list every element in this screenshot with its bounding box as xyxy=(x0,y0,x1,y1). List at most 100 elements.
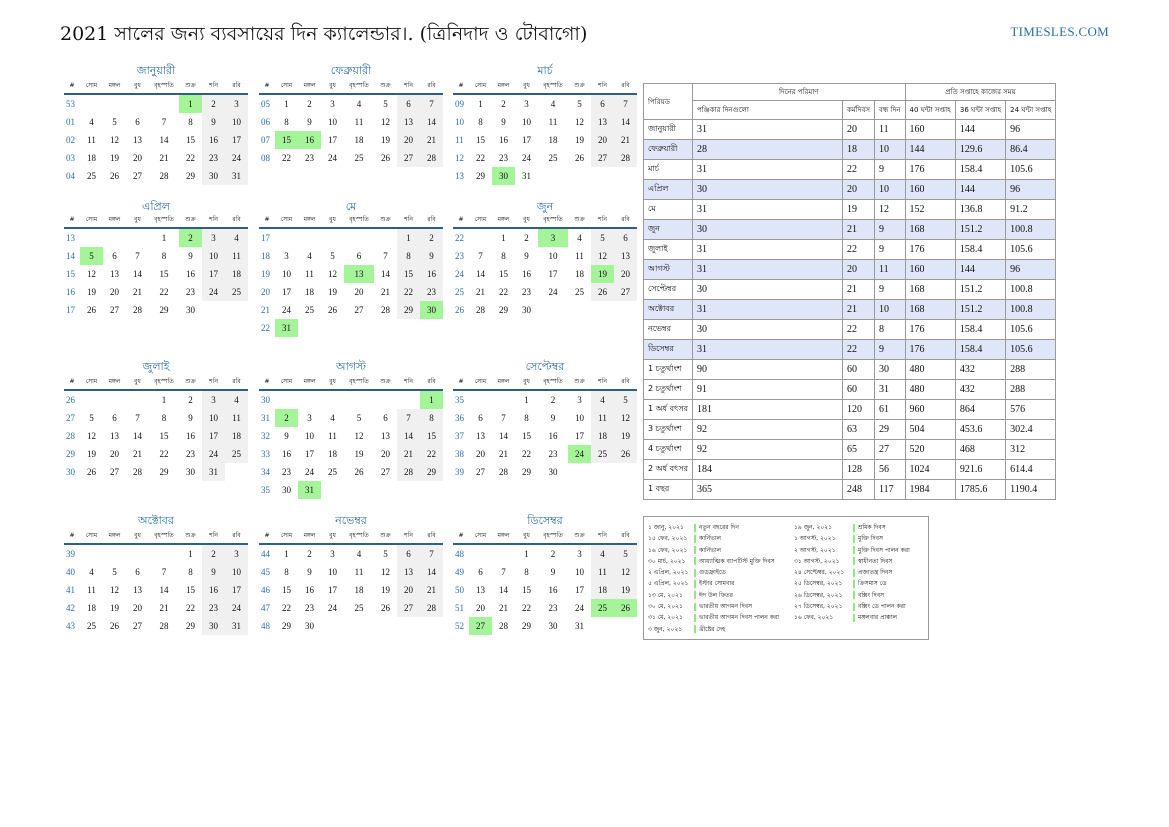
day-cell: 15 xyxy=(522,585,531,595)
day-cell: 6 xyxy=(135,567,140,577)
weekday-header: মঙ্গল xyxy=(492,528,515,545)
value-cell: 20 xyxy=(842,179,876,200)
day-cell: 28 xyxy=(499,621,508,631)
month-name: জুলাই xyxy=(142,360,170,373)
week-row: 37 13 14 15 16 17 18 19 xyxy=(453,427,637,445)
day-cell: 21 xyxy=(499,449,508,459)
weekday-header: শনি xyxy=(591,528,614,545)
day-cell: 9 xyxy=(188,413,193,423)
week-row: 11 15 16 17 18 19 20 21 xyxy=(453,131,637,149)
day-cell: 1 xyxy=(478,99,483,109)
value-cell: 432 xyxy=(954,359,1007,380)
legend-date: ২৪ সেপ্টেম্বর, ২০২১ xyxy=(794,569,845,577)
day-cell: 18 xyxy=(328,449,337,459)
value-cell: 28 xyxy=(692,139,844,160)
day-cell: 15 xyxy=(159,431,169,441)
weekday-header: রবি xyxy=(420,374,443,391)
day-cell: 28 xyxy=(159,621,169,631)
day-cell: 21 xyxy=(499,603,508,613)
week-row: 28 12 13 14 15 16 17 18 xyxy=(64,427,248,445)
day-cell: 27 xyxy=(354,305,364,315)
value-cell: 152 xyxy=(904,199,956,220)
legend-column: ১ জানু, ২০২১ নতুন বছরের দিন ১৫ ফেব, ২০২১ কা… xyxy=(648,522,779,635)
day-cell: 6 xyxy=(591,94,614,113)
period-cell: এপ্রিল xyxy=(642,179,694,200)
day-cell: 21 xyxy=(159,603,169,613)
legend-item: ৩ জুন, ২০২১ খ্রীষ্টের দেহ xyxy=(648,624,779,635)
weekday-header: বৃহস্পতি xyxy=(344,374,374,391)
value-cell: 31 xyxy=(692,239,844,260)
day-cell: 17 xyxy=(575,585,584,595)
value-cell: 158.4 xyxy=(954,159,1007,180)
day-cell: 11 xyxy=(591,409,614,427)
month-name: ফেব্রুয়ারী xyxy=(330,64,372,77)
day-cell: 12 xyxy=(575,117,584,127)
day-cell: 7 xyxy=(420,544,443,563)
value-cell: 60 xyxy=(842,359,876,380)
weekday-header: # xyxy=(453,212,469,229)
holiday-marker-icon xyxy=(694,534,696,543)
value-cell: 144 xyxy=(954,119,1007,140)
summary-row: আগস্ট 31 20 11 160 144 96 xyxy=(642,259,1057,280)
day-cell: 8 xyxy=(161,413,167,423)
value-cell: 96 xyxy=(1005,179,1057,200)
day-cell: 21 xyxy=(476,287,485,297)
day-cell: 23 xyxy=(499,153,508,163)
value-cell: 8 xyxy=(874,319,906,340)
week-number: 13 xyxy=(455,171,464,181)
day-cell: 5 xyxy=(614,390,637,409)
summary-row: 3 চতুর্থাংশ 92 63 29 504 453.6 302.4 xyxy=(642,419,1057,440)
day-cell: 8 xyxy=(188,567,193,577)
weekday-header: মঙ্গল xyxy=(492,78,515,95)
day-cell xyxy=(397,617,420,635)
day-cell: 13 xyxy=(476,585,485,595)
day-cell: 14 xyxy=(381,269,390,279)
weekday-header: বুধ xyxy=(126,78,149,95)
weekday-header: শনি xyxy=(591,78,614,95)
day-cell: 10 xyxy=(522,117,531,127)
day-cell: 22 xyxy=(282,153,291,163)
value-cell: 151.2 xyxy=(954,299,1007,320)
value-cell: 921.6 xyxy=(954,459,1007,480)
day-cell: 14 xyxy=(133,269,142,279)
weekday-header: সোম xyxy=(469,374,492,391)
value-cell: 181 xyxy=(692,399,844,420)
week-row: 35 30 31 xyxy=(259,481,443,499)
value-cell: 31 xyxy=(692,259,844,280)
weekday-header: শুক্র xyxy=(179,374,202,391)
week-row: 20 17 18 19 20 21 22 23 xyxy=(259,283,443,301)
week-number: 30 xyxy=(261,395,270,405)
week-row: 08 22 23 24 25 26 27 28 xyxy=(259,149,443,167)
week-number: 10 xyxy=(455,117,464,127)
day-cell: 4 xyxy=(591,390,614,409)
value-cell: 30 xyxy=(692,279,844,300)
month-name: সেপ্টেম্বর xyxy=(525,360,565,373)
holiday-marker-icon xyxy=(694,602,696,611)
legend-date: ২৫ ডিসেম্বর, ২০২১ xyxy=(794,580,843,588)
holiday-marker-icon xyxy=(853,602,855,611)
week-number: 02 xyxy=(66,135,75,145)
day-cell: 10 xyxy=(202,409,225,427)
week-number: 35 xyxy=(455,395,464,405)
day-cell xyxy=(149,544,179,563)
day-cell xyxy=(538,301,568,319)
holiday-day-cell: 2 xyxy=(275,409,298,427)
weekday-header: # xyxy=(64,78,80,95)
week-number: 18 xyxy=(261,251,270,261)
day-cell: 4 xyxy=(356,549,362,559)
site-link[interactable]: TIMESLES.COM xyxy=(1010,24,1109,39)
weekday-header: বুধ xyxy=(126,374,149,391)
legend-item: ১ আগস্ট, ২০২১ মুক্তি দিবস xyxy=(794,533,910,544)
day-cell: 16 xyxy=(282,449,291,459)
value-cell: 56 xyxy=(874,459,906,480)
legend-item: ১ জানু, ২০২১ নতুন বছরের দিন xyxy=(648,522,779,533)
week-row: 29 19 20 21 22 23 24 25 xyxy=(64,445,248,463)
holiday-day-cell: 1 xyxy=(179,94,202,113)
weekday-header-row: # সোম মঙ্গল বুধ বৃহস্পতি শুক্র শনি রবি xyxy=(259,212,443,229)
day-cell: 4 xyxy=(225,390,248,409)
legend-date: ১৫ ফেব, ২০২১ xyxy=(648,535,688,543)
day-cell: 2 xyxy=(550,549,556,559)
period-cell: ডিসেম্বর xyxy=(642,339,694,360)
day-cell: 10 xyxy=(225,113,248,131)
day-cell: 5 xyxy=(591,228,614,247)
